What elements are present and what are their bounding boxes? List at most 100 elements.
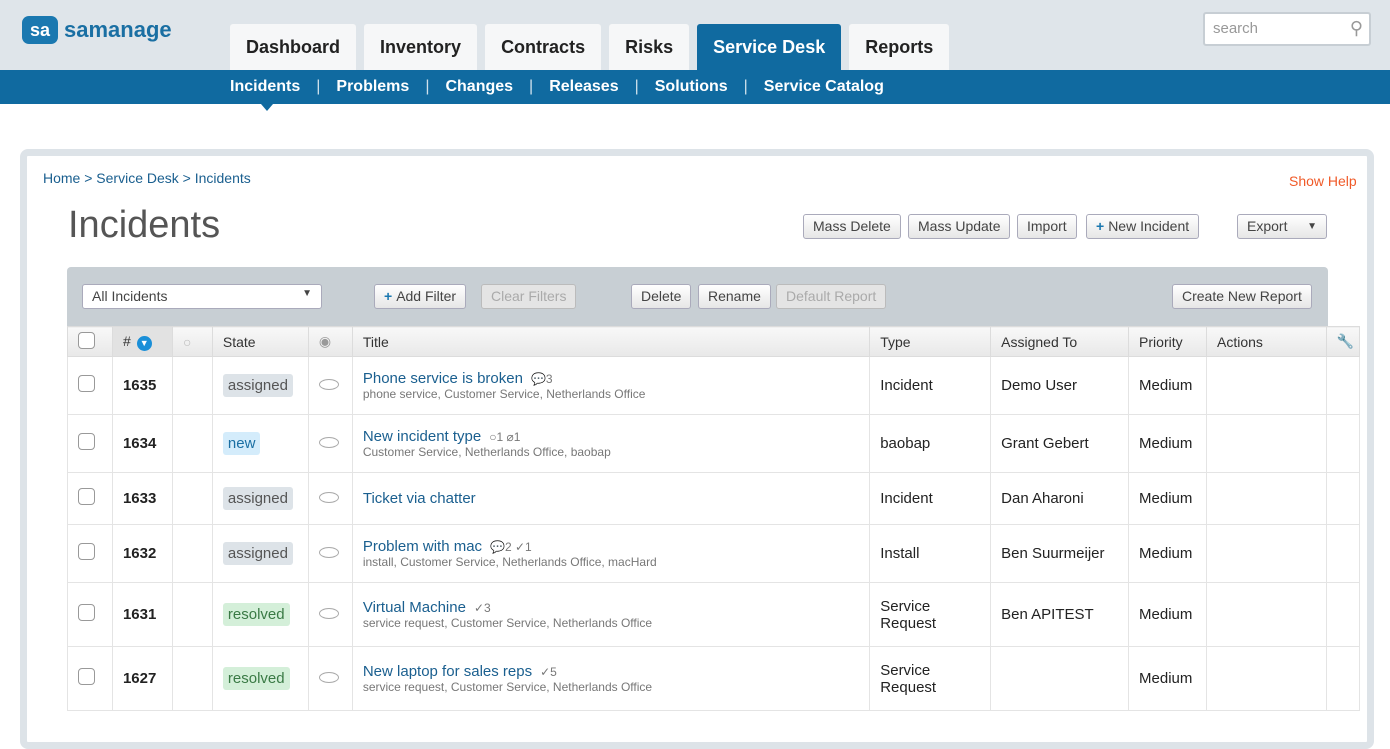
sub-nav: Incidents | Problems | Changes | Releases | … xyxy=(0,70,1390,104)
title-cell: Phone service is broken 💬3 phone service, … xyxy=(351,356,871,415)
tab-risks[interactable]: Risks xyxy=(609,24,690,70)
col-priority[interactable]: Priority xyxy=(1128,326,1208,357)
chevron-down-icon: ▼ xyxy=(1307,221,1317,232)
incident-title-link[interactable]: Phone service is broken xyxy=(362,370,523,387)
table-row[interactable]: 1633 assigned Ticket via chatter Inciden… xyxy=(67,472,1361,525)
logo[interactable]: sa samanage xyxy=(22,16,172,44)
divider: | xyxy=(634,78,639,95)
title-cell: Ticket via chatter xyxy=(351,472,871,525)
wrench-icon[interactable]: 🔧 xyxy=(1336,333,1355,349)
incident-title-link[interactable]: Ticket via chatter xyxy=(362,490,476,507)
main-tabs: Dashboard Inventory Contracts Risks Serv… xyxy=(230,24,950,70)
subnav-incidents[interactable]: Incidents xyxy=(230,78,301,95)
circle-icon: ○ xyxy=(182,333,192,350)
plus-icon: + xyxy=(384,288,393,304)
eye-icon[interactable] xyxy=(318,492,339,503)
tab-contracts[interactable]: Contracts xyxy=(485,24,602,70)
row-select xyxy=(67,472,113,525)
table-row[interactable]: 1634 new New incident type ○1 ⌀1 Customer … xyxy=(67,414,1361,473)
import-button[interactable]: Import xyxy=(1017,214,1077,239)
tab-reports[interactable]: Reports xyxy=(849,24,950,70)
col-number-label: # xyxy=(122,332,131,349)
state-cell: resolved xyxy=(211,646,309,711)
page-title: Incidents xyxy=(68,204,221,246)
row-checkbox[interactable] xyxy=(78,604,95,621)
watch-cell xyxy=(307,472,353,525)
new-incident-button[interactable]: + New Incident xyxy=(1086,214,1200,239)
tab-inventory[interactable]: Inventory xyxy=(364,24,478,70)
state-cell: assigned xyxy=(211,524,309,583)
eye-icon[interactable] xyxy=(318,608,339,619)
table-row[interactable]: 1635 assigned Phone service is broken 💬3 p… xyxy=(67,356,1361,415)
watch-cell xyxy=(307,414,353,473)
assigned-cell: Grant Gebert xyxy=(990,414,1130,473)
col-number[interactable]: # ▼ xyxy=(111,326,173,357)
col-state[interactable]: State xyxy=(211,326,309,357)
assigned-cell xyxy=(990,646,1130,711)
row-checkbox[interactable] xyxy=(78,433,95,450)
col-settings[interactable]: 🔧 xyxy=(1325,326,1361,357)
row-checkbox[interactable] xyxy=(78,375,95,392)
row-checkbox[interactable] xyxy=(78,668,95,685)
status-cell xyxy=(171,472,213,525)
row-checkbox[interactable] xyxy=(78,488,95,505)
title-cell: New incident type ○1 ⌀1 Customer Service, … xyxy=(351,414,871,473)
incident-title-link[interactable]: New incident type xyxy=(362,428,482,445)
col-assigned[interactable]: Assigned To xyxy=(990,326,1130,357)
incident-counts: 💬3 xyxy=(530,372,553,386)
row-checkbox[interactable] xyxy=(78,543,95,560)
default-report-button[interactable]: Default Report xyxy=(776,284,887,309)
delete-button[interactable]: Delete xyxy=(631,284,692,309)
incident-title-link[interactable]: New laptop for sales reps xyxy=(362,663,533,680)
actions-cell xyxy=(1206,356,1327,415)
col-title[interactable]: Title xyxy=(351,326,871,357)
incident-title-link[interactable]: Problem with mac xyxy=(362,538,483,555)
empty-cell xyxy=(1325,524,1361,583)
incident-counts: ✓3 xyxy=(473,601,491,615)
subnav-changes[interactable]: Changes xyxy=(445,78,514,95)
incident-counts: 💬2 ✓1 xyxy=(490,540,532,554)
incident-title-link[interactable]: Virtual Machine xyxy=(362,599,466,616)
empty-cell xyxy=(1325,414,1361,473)
eye-icon[interactable] xyxy=(318,379,339,390)
status-badge: resolved xyxy=(222,667,290,690)
tab-dashboard[interactable]: Dashboard xyxy=(230,24,357,70)
add-filter-button[interactable]: + Add Filter xyxy=(374,284,467,309)
table-row[interactable]: 1627 resolved New laptop for sales reps ✓… xyxy=(67,646,1361,711)
mass-delete-button[interactable]: Mass Delete xyxy=(803,214,901,239)
rename-button[interactable]: Rename xyxy=(698,284,771,309)
search-placeholder: search xyxy=(1213,20,1259,37)
title-cell: New laptop for sales reps ✓5 service reque… xyxy=(351,646,871,711)
show-help-link[interactable]: Show Help xyxy=(1289,173,1357,189)
col-type[interactable]: Type xyxy=(869,326,992,357)
assigned-cell: Demo User xyxy=(990,356,1130,415)
row-select xyxy=(67,582,113,647)
clear-filters-button[interactable]: Clear Filters xyxy=(481,284,577,309)
view-select-value: All Incidents xyxy=(92,288,168,304)
search-icon[interactable]: ⚲ xyxy=(1349,18,1363,38)
view-select[interactable]: All Incidents ▼ xyxy=(82,284,322,309)
tab-service-desk[interactable]: Service Desk xyxy=(697,24,842,70)
status-badge: assigned xyxy=(222,542,293,565)
state-cell: new xyxy=(211,414,309,473)
select-all-checkbox[interactable] xyxy=(78,331,95,349)
eye-icon[interactable] xyxy=(318,437,339,448)
subnav-releases[interactable]: Releases xyxy=(549,78,619,95)
subnav-service-catalog[interactable]: Service Catalog xyxy=(763,78,884,95)
chevron-down-icon: ▼ xyxy=(302,288,312,299)
row-select xyxy=(67,356,113,415)
search-input[interactable]: search ⚲ xyxy=(1203,12,1371,46)
select-all[interactable] xyxy=(67,326,113,357)
export-button[interactable]: Export ▼ xyxy=(1237,214,1327,239)
table-row[interactable]: 1631 resolved Virtual Machine ✓3 service r… xyxy=(67,582,1361,647)
subnav-solutions[interactable]: Solutions xyxy=(654,78,728,95)
active-indicator xyxy=(261,104,273,111)
eye-icon[interactable] xyxy=(318,547,339,558)
subnav-problems[interactable]: Problems xyxy=(336,78,410,95)
create-report-button[interactable]: Create New Report xyxy=(1172,284,1312,309)
table-row[interactable]: 1632 assigned Problem with mac 💬2 ✓1 insta… xyxy=(67,524,1361,583)
mass-update-button[interactable]: Mass Update xyxy=(908,214,1011,239)
sort-desc-icon[interactable]: ▼ xyxy=(136,335,152,351)
breadcrumb[interactable]: Home > Service Desk > Incidents xyxy=(43,170,251,186)
eye-icon[interactable] xyxy=(318,672,339,683)
